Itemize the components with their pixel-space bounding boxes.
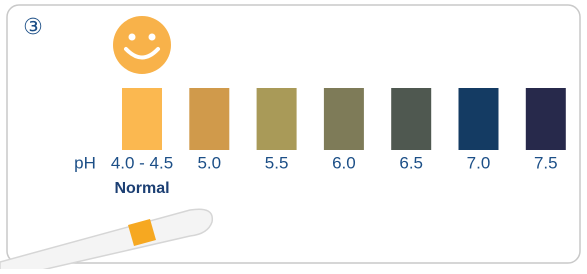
ph-prefix: pH <box>74 153 96 172</box>
normal-note: Normal <box>114 180 169 197</box>
color-swatch <box>257 88 297 150</box>
color-swatch <box>122 88 162 150</box>
smiley <box>113 16 171 74</box>
color-swatch <box>526 88 566 150</box>
ph-label: 5.0 <box>197 153 221 172</box>
color-swatch <box>459 88 499 150</box>
color-swatch <box>189 88 229 150</box>
ph-label: 4.0 - 4.5 <box>111 153 173 172</box>
ph-label: 7.0 <box>467 153 491 172</box>
ph-label: 5.5 <box>265 153 289 172</box>
ph-label: 7.5 <box>534 153 558 172</box>
color-swatch <box>324 88 364 150</box>
color-swatch <box>391 88 431 150</box>
ph-label: 6.0 <box>332 153 356 172</box>
page: ③ pH Normal 4.0 - 4.5 5.0 5.5 6.0 6.5 7.0 7.5 <box>0 0 587 269</box>
ph-label: 6.5 <box>399 153 423 172</box>
step-number: ③ <box>23 14 43 39</box>
